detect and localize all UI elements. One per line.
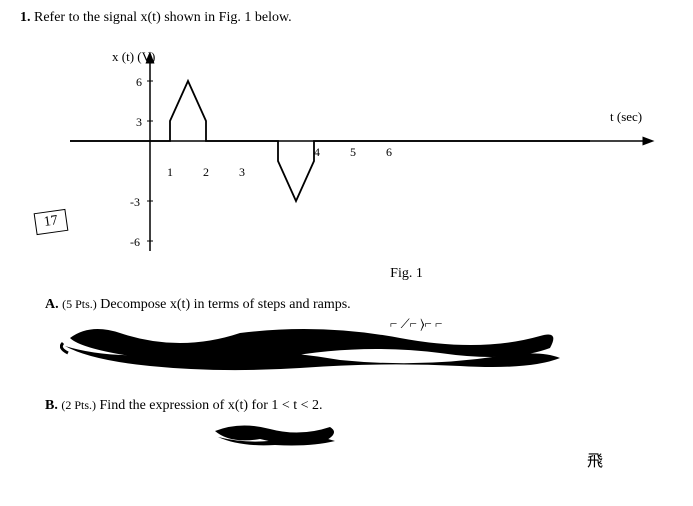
- page-tag: 17: [34, 209, 69, 235]
- scribble-redaction-a: ⌐ ⟋⌐ ⟩⌐ ⌐: [60, 318, 580, 373]
- graph-svg: x (t) (V) t (sec) 6 3 -3 -6 1 2 3 4 5 6: [30, 41, 680, 261]
- figure-caption: Fig. 1: [20, 266, 673, 282]
- part-a-label: A.: [45, 297, 59, 312]
- redaction-b: [210, 419, 673, 454]
- x-tick-label: 5: [350, 145, 356, 159]
- scribble-redaction-b: [210, 419, 350, 449]
- handwriting-fragment: ⌐ ⟋⌐ ⟩⌐ ⌐: [390, 318, 442, 331]
- x-tick-label: 3: [239, 165, 245, 179]
- redaction-a: ⌐ ⟋⌐ ⟩⌐ ⌐: [60, 318, 673, 378]
- part-b-points: (2 Pts.): [61, 398, 96, 412]
- x-tick-label: 2: [203, 165, 209, 179]
- part-b: B. (2 Pts.) Find the expression of x(t) …: [45, 398, 673, 414]
- part-b-text: Find the expression of x(t) for 1 < t < …: [100, 398, 323, 413]
- y-tick-label: -3: [130, 195, 140, 209]
- signal-trace: [70, 81, 590, 201]
- y-tick-label: 6: [136, 75, 142, 89]
- part-a-text: Decompose x(t) in terms of steps and ram…: [100, 297, 350, 312]
- signal-graph: x (t) (V) t (sec) 6 3 -3 -6 1 2 3 4 5 6 …: [30, 41, 680, 261]
- y-tick-label: 3: [136, 115, 142, 129]
- x-axis-label: t (sec): [610, 109, 642, 124]
- question-header: 1. Refer to the signal x(t) shown in Fig…: [20, 10, 673, 26]
- part-b-label: B.: [45, 398, 58, 413]
- question-text: Refer to the signal x(t) shown in Fig. 1…: [34, 10, 292, 25]
- y-tick-label: -6: [130, 235, 140, 249]
- y-axis-label: x (t) (V): [112, 49, 155, 64]
- question-number: 1.: [20, 10, 31, 25]
- part-a-points: (5 Pts.): [62, 297, 97, 311]
- x-tick-label: 6: [386, 145, 392, 159]
- x-ticks: 1 2 3 4 5 6: [167, 145, 392, 179]
- part-a: A. (5 Pts.) Decompose x(t) in terms of s…: [45, 297, 673, 313]
- stray-mark: ⾶: [587, 447, 603, 471]
- x-tick-label: 1: [167, 165, 173, 179]
